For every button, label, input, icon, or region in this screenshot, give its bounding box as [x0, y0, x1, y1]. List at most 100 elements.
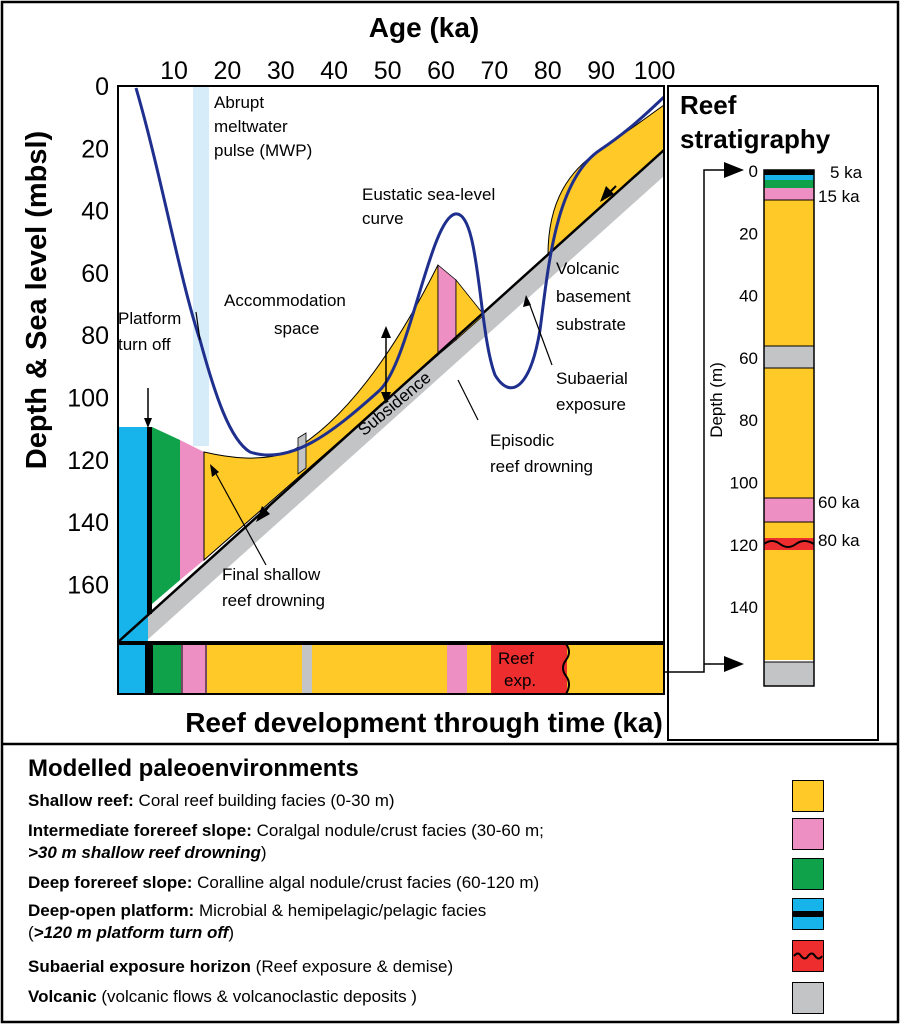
- strat-tick-label: 0: [749, 162, 758, 181]
- strat-panel-frame: [667, 85, 879, 741]
- age-axis-title: Age (ka): [369, 12, 479, 43]
- strat-tick-label: 100: [730, 474, 758, 493]
- basement-line: [117, 149, 665, 643]
- svg-text:15 ka: 15 ka: [818, 187, 860, 206]
- svg-text:substrate: substrate: [556, 315, 626, 334]
- intermediate-column: [180, 440, 204, 580]
- depth-axis-title: Depth & Sea level (mbsl): [21, 131, 53, 469]
- strat-tick-label: 80: [739, 411, 758, 430]
- swatch-shallow: [792, 780, 824, 812]
- volcanic-basement-label: Volcanic basement substrate: [556, 259, 631, 334]
- strat-title: Reef stratigraphy: [680, 90, 831, 154]
- svg-text:Reef: Reef: [498, 649, 534, 668]
- svg-text:Accommodation: Accommodation: [224, 291, 346, 310]
- depth-tick-label: 20: [81, 135, 109, 163]
- episodic-pointer: [457, 379, 479, 421]
- svg-text:reef drowning: reef drowning: [490, 457, 593, 476]
- subaerial-pointer: [527, 299, 553, 366]
- eustatic-label: Eustatic sea-level curve: [362, 185, 495, 228]
- age-axis-ticks: 10 20 30 40 50 60 70 80 90 100: [160, 57, 675, 85]
- deep-column: [152, 427, 180, 604]
- svg-text:space: space: [274, 319, 319, 338]
- strat-tick-label: 140: [730, 598, 758, 617]
- final-pointer: [213, 469, 267, 566]
- mwp-pointer: [195, 311, 201, 341]
- bottom-bar-title: Reef development through time (ka): [185, 707, 663, 738]
- depth-tick-label: 120: [67, 447, 109, 475]
- age-tick-label: 20: [213, 57, 241, 85]
- episodic-yellow: [455, 278, 485, 341]
- strat-tick-label: 60: [739, 349, 758, 368]
- depth-tick-label: 40: [81, 198, 109, 226]
- svg-text:exp.: exp.: [504, 671, 536, 690]
- svg-text:Abrupt: Abrupt: [214, 93, 264, 112]
- plot-frame: [117, 85, 665, 643]
- svg-text:60 ka: 60 ka: [818, 493, 860, 512]
- swatch-intermediate: [792, 818, 824, 850]
- swatch-deep: [792, 858, 824, 890]
- mwp-label: Abrupt meltwater pulse (MWP): [214, 93, 312, 160]
- svg-text:Subaerial: Subaerial: [556, 369, 628, 388]
- age-tick-label: 70: [480, 57, 508, 85]
- swatch-platform: [792, 898, 824, 930]
- accommodation-label: Accommodation space: [224, 291, 346, 338]
- legend-item-intermediate: Intermediate forereef slope: Coralgal no…: [28, 821, 544, 862]
- depth-tick-label: 140: [67, 509, 109, 537]
- legend-item-volcanic: Volcanic (volcanic flows & volcanoclasti…: [28, 987, 417, 1006]
- svg-text:turn off: turn off: [118, 335, 171, 354]
- depth-tick-label: 100: [67, 385, 109, 413]
- svg-text:reef drowning: reef drowning: [222, 591, 325, 610]
- svg-text:Platform: Platform: [118, 309, 181, 328]
- depth-tick-label: 0: [95, 73, 109, 101]
- reef-exposure-label: Reef exp.: [498, 649, 536, 690]
- depth-tick-label: 160: [67, 571, 109, 599]
- episodic-label: Episodic reef drowning: [490, 431, 593, 476]
- strat-axis-label: Depth (m): [707, 362, 726, 438]
- strat-tick-label: 20: [739, 224, 758, 243]
- legend-item-platform: Deep-open platform: Microbial & hemipela…: [28, 901, 487, 942]
- svg-text:basement: basement: [556, 287, 631, 306]
- svg-text:Eustatic sea-level: Eustatic sea-level: [362, 185, 495, 204]
- platform-turnoff-label: Platform turn off: [118, 309, 181, 354]
- strat-connector: [664, 162, 744, 673]
- svg-text:meltwater: meltwater: [214, 117, 288, 136]
- depth-tick-label: 80: [81, 322, 109, 350]
- age-tick-label: 30: [267, 57, 295, 85]
- legend-item-shallow: Shallow reef: Coral reef building facies…: [28, 791, 395, 810]
- svg-text:curve: curve: [362, 209, 404, 228]
- swatch-exposure: [792, 940, 824, 972]
- strat-column: [763, 169, 815, 687]
- age-tick-label: 60: [427, 57, 455, 85]
- sea-level-curve: [134, 87, 666, 457]
- legend-title: Modelled paleoenvironments: [28, 755, 359, 782]
- age-tick-label: 100: [634, 57, 676, 85]
- strat-tick-label: 120: [730, 536, 758, 555]
- legend-item-deep: Deep forereef slope: Coralline algal nod…: [28, 873, 540, 892]
- volcanic-layer: [297, 432, 307, 475]
- depth-tick-label: 60: [81, 260, 109, 288]
- swatch-volcanic: [792, 982, 824, 1014]
- svg-text:exposure: exposure: [556, 395, 626, 414]
- svg-text:Episodic: Episodic: [490, 431, 555, 450]
- age-tick-label: 50: [374, 57, 402, 85]
- age-tick-label: 10: [160, 57, 188, 85]
- svg-text:Volcanic: Volcanic: [556, 259, 620, 278]
- legend-item-exposure: Subaerial exposure horizon (Reef exposur…: [28, 957, 454, 976]
- subaerial-label: Subaerial exposure: [556, 369, 628, 414]
- depth-axis-ticks: 0 20 40 60 80 100 120 140 160: [67, 73, 109, 599]
- svg-text:stratigraphy: stratigraphy: [680, 124, 831, 154]
- age-tick-label: 90: [587, 57, 615, 85]
- reef-development-bar: [117, 643, 665, 695]
- platform-column: [118, 427, 148, 642]
- final-shallow-label: Final shallow reef drowning: [222, 565, 325, 610]
- svg-text:Final shallow: Final shallow: [222, 565, 321, 584]
- shallow-reef-body: [203, 264, 439, 562]
- strat-age-labels: 5 ka 15 ka 60 ka 80 ka: [818, 163, 863, 550]
- strat-tick-label: 40: [739, 287, 758, 306]
- svg-text:pulse (MWP): pulse (MWP): [214, 141, 312, 160]
- svg-text:5 ka: 5 ka: [830, 163, 863, 182]
- mwp-band: [193, 86, 209, 446]
- svg-text:Reef: Reef: [680, 90, 737, 120]
